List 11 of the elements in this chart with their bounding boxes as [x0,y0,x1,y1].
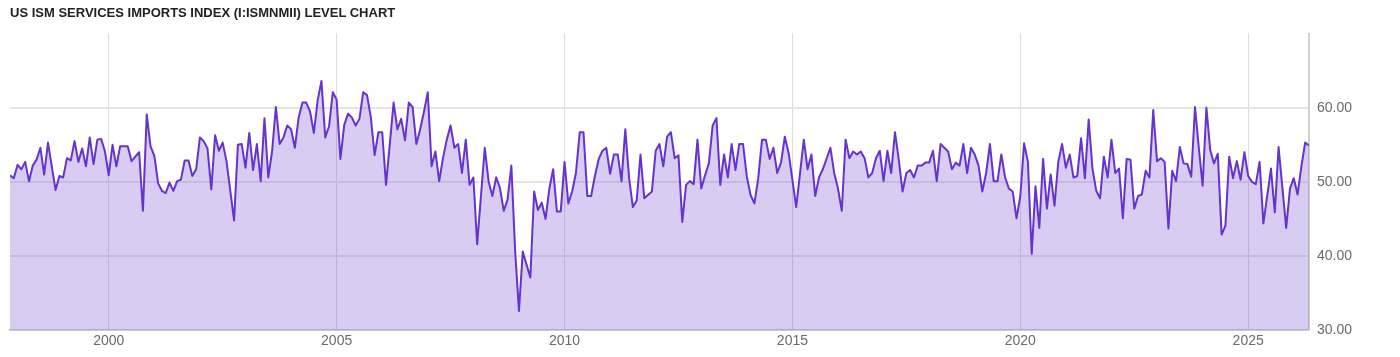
x-tick-label: 2025 [1232,332,1264,349]
x-tick-label: 2005 [321,332,353,349]
x-tick-label: 2020 [1004,332,1037,349]
y-tick-label: 60.00 [1316,98,1353,115]
y-tick-label: 50.00 [1316,172,1353,189]
x-tick-label: 2015 [776,332,809,349]
x-tick-label: 2010 [548,332,581,349]
chart-title: US ISM SERVICES IMPORTS INDEX (I:ISMNMII) LEVEL CHART [10,5,396,21]
y-tick-label: 30.00 [1316,321,1353,338]
y-tick-label: 40.00 [1316,246,1353,263]
x-tick-label: 2000 [93,332,125,349]
